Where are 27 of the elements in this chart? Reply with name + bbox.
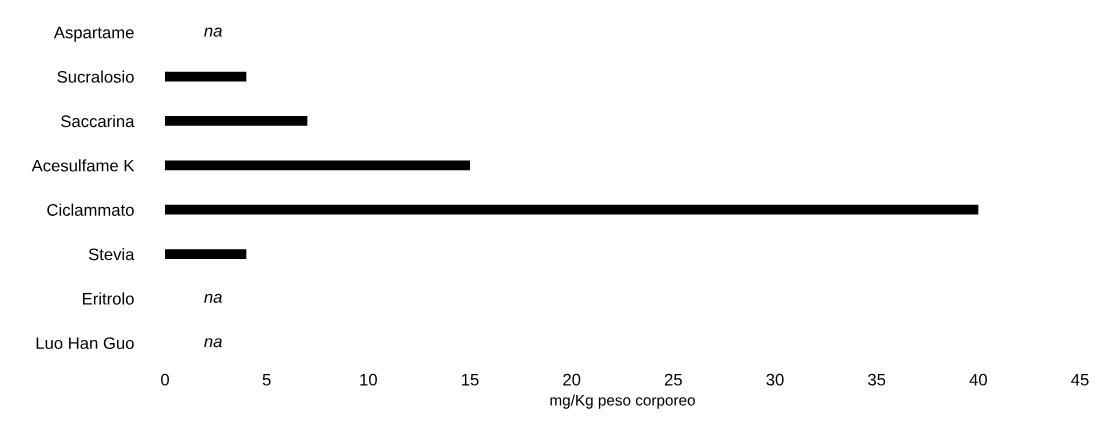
- x-tick-label: 40: [969, 373, 987, 386]
- x-axis-title: mg/Kg peso corporeo: [550, 394, 695, 409]
- x-tick-label: 45: [1071, 373, 1089, 386]
- y-tick-label: Ciclammato: [47, 203, 134, 216]
- y-tick-label: Stevia: [88, 248, 135, 261]
- y-tick-label: Acesulfame K: [31, 159, 135, 172]
- y-tick-label: Sucralosio: [57, 70, 134, 83]
- y-tick-label: Aspartame: [53, 26, 134, 42]
- x-tick-label: 5: [262, 373, 271, 386]
- text: na: [204, 27, 222, 37]
- bar: [165, 160, 470, 171]
- text: na: [204, 293, 222, 303]
- x-tick-label: 35: [868, 373, 886, 386]
- text: na: [204, 338, 222, 348]
- y-tick-label: Saccarina: [61, 114, 135, 128]
- bar: [165, 116, 308, 126]
- x-tick-label: 10: [360, 373, 377, 386]
- y-tick-label: Luo Han Guo: [36, 337, 134, 350]
- x-tick-label: 15: [462, 373, 479, 386]
- bar: [165, 249, 247, 259]
- bar: [165, 204, 979, 215]
- x-tick-label: 0: [161, 373, 169, 386]
- x-tick-label: 25: [664, 373, 682, 386]
- x-tick-label: 20: [563, 373, 581, 386]
- bar: [165, 71, 247, 82]
- y-tick-label: Eritrolo: [83, 292, 134, 305]
- x-tick-label: 30: [766, 373, 784, 386]
